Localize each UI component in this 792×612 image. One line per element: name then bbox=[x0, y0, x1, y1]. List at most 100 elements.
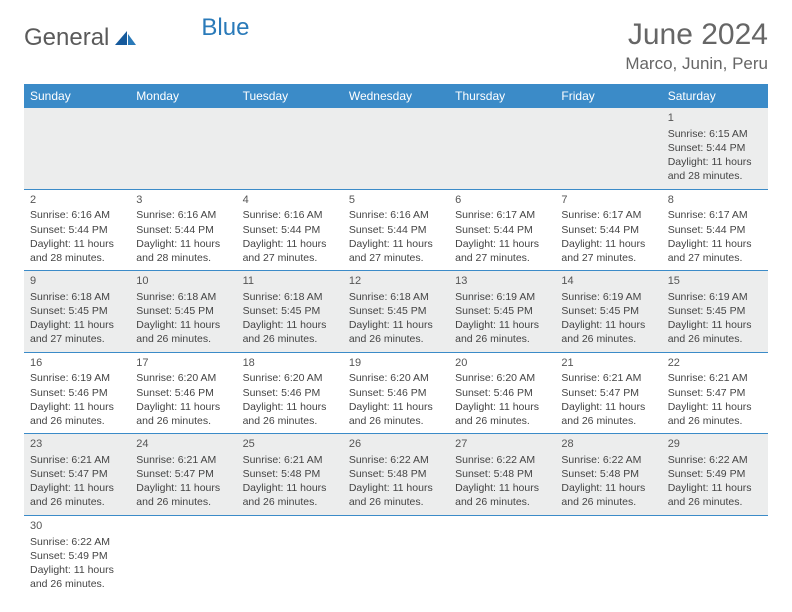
calendar-cell: 26Sunrise: 6:22 AMSunset: 5:48 PMDayligh… bbox=[343, 434, 449, 516]
day-number: 24 bbox=[136, 437, 230, 452]
calendar-week: 9Sunrise: 6:18 AMSunset: 5:45 PMDaylight… bbox=[24, 271, 768, 353]
sunset-line: Sunset: 5:45 PM bbox=[561, 304, 655, 318]
sunrise-line: Sunrise: 6:17 AM bbox=[455, 208, 549, 222]
sunset-line: Sunset: 5:45 PM bbox=[349, 304, 443, 318]
sunrise-line: Sunrise: 6:20 AM bbox=[243, 371, 337, 385]
sunset-line: Sunset: 5:45 PM bbox=[455, 304, 549, 318]
day-number: 16 bbox=[30, 356, 124, 371]
day-number: 27 bbox=[455, 437, 549, 452]
daylight-line: Daylight: 11 hours and 26 minutes. bbox=[349, 400, 443, 428]
sunrise-line: Sunrise: 6:19 AM bbox=[30, 371, 124, 385]
calendar-cell: 12Sunrise: 6:18 AMSunset: 5:45 PMDayligh… bbox=[343, 271, 449, 353]
sunset-line: Sunset: 5:46 PM bbox=[136, 386, 230, 400]
day-number: 23 bbox=[30, 437, 124, 452]
sunrise-line: Sunrise: 6:18 AM bbox=[243, 290, 337, 304]
sunset-line: Sunset: 5:44 PM bbox=[668, 141, 762, 155]
day-number: 28 bbox=[561, 437, 655, 452]
sunset-line: Sunset: 5:44 PM bbox=[561, 223, 655, 237]
sunrise-line: Sunrise: 6:22 AM bbox=[349, 453, 443, 467]
day-number: 15 bbox=[668, 274, 762, 289]
sunset-line: Sunset: 5:45 PM bbox=[668, 304, 762, 318]
day-number: 9 bbox=[30, 274, 124, 289]
sunrise-line: Sunrise: 6:22 AM bbox=[455, 453, 549, 467]
sunset-line: Sunset: 5:45 PM bbox=[243, 304, 337, 318]
calendar-cell: 27Sunrise: 6:22 AMSunset: 5:48 PMDayligh… bbox=[449, 434, 555, 516]
sunset-line: Sunset: 5:48 PM bbox=[243, 467, 337, 481]
daylight-line: Daylight: 11 hours and 26 minutes. bbox=[668, 400, 762, 428]
day-number: 8 bbox=[668, 193, 762, 208]
sunset-line: Sunset: 5:47 PM bbox=[136, 467, 230, 481]
calendar-cell: 24Sunrise: 6:21 AMSunset: 5:47 PMDayligh… bbox=[130, 434, 236, 516]
sunset-line: Sunset: 5:44 PM bbox=[455, 223, 549, 237]
sunrise-line: Sunrise: 6:16 AM bbox=[349, 208, 443, 222]
sunset-line: Sunset: 5:46 PM bbox=[349, 386, 443, 400]
day-number: 21 bbox=[561, 356, 655, 371]
daylight-line: Daylight: 11 hours and 26 minutes. bbox=[455, 400, 549, 428]
calendar-cell-empty bbox=[449, 108, 555, 189]
daylight-line: Daylight: 11 hours and 27 minutes. bbox=[30, 318, 124, 346]
calendar-cell: 11Sunrise: 6:18 AMSunset: 5:45 PMDayligh… bbox=[237, 271, 343, 353]
calendar-week: 23Sunrise: 6:21 AMSunset: 5:47 PMDayligh… bbox=[24, 434, 768, 516]
header: General Blue June 2024 Marco, Junin, Per… bbox=[24, 18, 768, 74]
sunrise-line: Sunrise: 6:18 AM bbox=[349, 290, 443, 304]
calendar-cell: 5Sunrise: 6:16 AMSunset: 5:44 PMDaylight… bbox=[343, 189, 449, 271]
calendar-cell-empty bbox=[662, 515, 768, 596]
daylight-line: Daylight: 11 hours and 28 minutes. bbox=[30, 237, 124, 265]
calendar-cell-empty bbox=[130, 108, 236, 189]
sunrise-line: Sunrise: 6:17 AM bbox=[668, 208, 762, 222]
daylight-line: Daylight: 11 hours and 26 minutes. bbox=[30, 400, 124, 428]
sunrise-line: Sunrise: 6:21 AM bbox=[30, 453, 124, 467]
daylight-line: Daylight: 11 hours and 27 minutes. bbox=[243, 237, 337, 265]
location: Marco, Junin, Peru bbox=[625, 54, 768, 74]
day-number: 13 bbox=[455, 274, 549, 289]
daylight-line: Daylight: 11 hours and 26 minutes. bbox=[136, 400, 230, 428]
daylight-line: Daylight: 11 hours and 26 minutes. bbox=[243, 318, 337, 346]
calendar-week: 2Sunrise: 6:16 AMSunset: 5:44 PMDaylight… bbox=[24, 189, 768, 271]
daylight-line: Daylight: 11 hours and 26 minutes. bbox=[561, 400, 655, 428]
day-header: Tuesday bbox=[237, 84, 343, 108]
sunrise-line: Sunrise: 6:21 AM bbox=[136, 453, 230, 467]
daylight-line: Daylight: 11 hours and 27 minutes. bbox=[349, 237, 443, 265]
sunrise-line: Sunrise: 6:19 AM bbox=[455, 290, 549, 304]
daylight-line: Daylight: 11 hours and 26 minutes. bbox=[243, 400, 337, 428]
day-number: 10 bbox=[136, 274, 230, 289]
day-header: Monday bbox=[130, 84, 236, 108]
day-number: 12 bbox=[349, 274, 443, 289]
calendar-cell-empty bbox=[449, 515, 555, 596]
day-number: 11 bbox=[243, 274, 337, 289]
day-number: 20 bbox=[455, 356, 549, 371]
day-header: Friday bbox=[555, 84, 661, 108]
calendar-cell: 7Sunrise: 6:17 AMSunset: 5:44 PMDaylight… bbox=[555, 189, 661, 271]
sunrise-line: Sunrise: 6:22 AM bbox=[561, 453, 655, 467]
calendar-cell: 22Sunrise: 6:21 AMSunset: 5:47 PMDayligh… bbox=[662, 352, 768, 434]
calendar-cell-empty bbox=[237, 108, 343, 189]
sunrise-line: Sunrise: 6:15 AM bbox=[668, 127, 762, 141]
sunset-line: Sunset: 5:48 PM bbox=[561, 467, 655, 481]
calendar-table: SundayMondayTuesdayWednesdayThursdayFrid… bbox=[24, 84, 768, 596]
day-number: 7 bbox=[561, 193, 655, 208]
logo-text-suffix: Blue bbox=[201, 14, 249, 42]
daylight-line: Daylight: 11 hours and 26 minutes. bbox=[668, 481, 762, 509]
calendar-cell: 30Sunrise: 6:22 AMSunset: 5:49 PMDayligh… bbox=[24, 515, 130, 596]
sunset-line: Sunset: 5:46 PM bbox=[455, 386, 549, 400]
sunset-line: Sunset: 5:46 PM bbox=[30, 386, 124, 400]
sunrise-line: Sunrise: 6:18 AM bbox=[30, 290, 124, 304]
daylight-line: Daylight: 11 hours and 26 minutes. bbox=[455, 481, 549, 509]
sunrise-line: Sunrise: 6:19 AM bbox=[561, 290, 655, 304]
day-number: 25 bbox=[243, 437, 337, 452]
calendar-cell-empty bbox=[130, 515, 236, 596]
calendar-cell: 3Sunrise: 6:16 AMSunset: 5:44 PMDaylight… bbox=[130, 189, 236, 271]
day-number: 26 bbox=[349, 437, 443, 452]
sunrise-line: Sunrise: 6:22 AM bbox=[668, 453, 762, 467]
calendar-cell: 28Sunrise: 6:22 AMSunset: 5:48 PMDayligh… bbox=[555, 434, 661, 516]
sunset-line: Sunset: 5:47 PM bbox=[30, 467, 124, 481]
sunrise-line: Sunrise: 6:17 AM bbox=[561, 208, 655, 222]
calendar-cell: 8Sunrise: 6:17 AMSunset: 5:44 PMDaylight… bbox=[662, 189, 768, 271]
sunrise-line: Sunrise: 6:16 AM bbox=[136, 208, 230, 222]
sunset-line: Sunset: 5:44 PM bbox=[349, 223, 443, 237]
sail-icon bbox=[113, 29, 137, 47]
day-header: Sunday bbox=[24, 84, 130, 108]
sunset-line: Sunset: 5:47 PM bbox=[561, 386, 655, 400]
calendar-cell: 16Sunrise: 6:19 AMSunset: 5:46 PMDayligh… bbox=[24, 352, 130, 434]
sunrise-line: Sunrise: 6:21 AM bbox=[243, 453, 337, 467]
